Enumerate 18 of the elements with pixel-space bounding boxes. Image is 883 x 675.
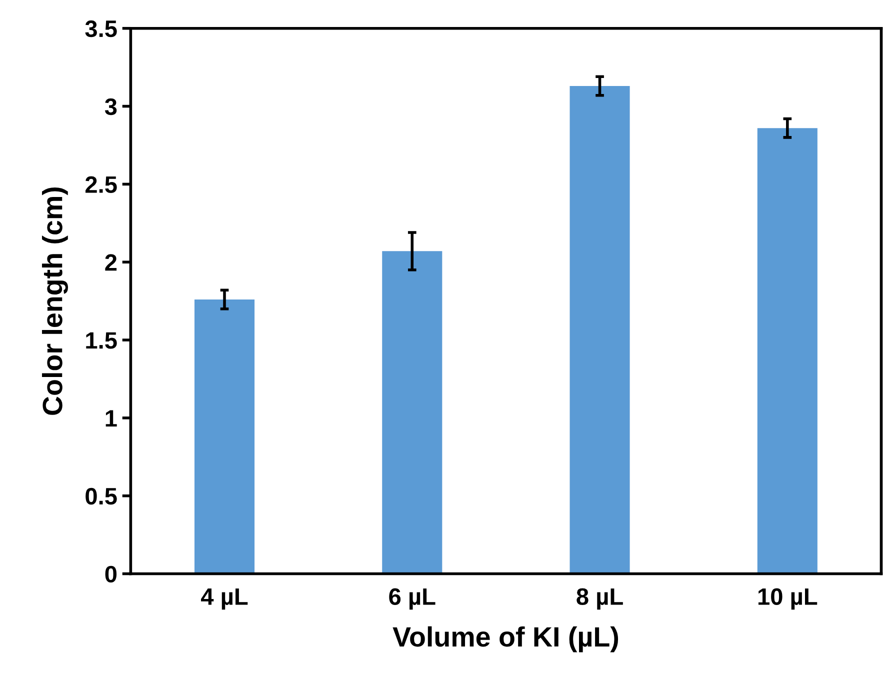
x-tick-label: 8 µL bbox=[576, 588, 623, 610]
bar bbox=[757, 128, 818, 574]
x-tick-label: 10 µL bbox=[758, 588, 818, 610]
y-axis-title: Color length (cm) bbox=[42, 187, 68, 415]
bar bbox=[194, 299, 255, 574]
x-axis-title: Volume of KI (µL) bbox=[392, 626, 618, 652]
x-tick-label: 6 µL bbox=[389, 588, 436, 610]
bar bbox=[382, 251, 442, 574]
y-tick-label: 1.5 bbox=[86, 332, 117, 349]
y-tick-label: 3.5 bbox=[85, 20, 117, 38]
y-tick-label: 3 bbox=[104, 98, 117, 116]
y-tick-label: 2 bbox=[105, 254, 117, 271]
y-tick-label: 0.5 bbox=[86, 488, 117, 505]
x-tick-label: 4 µL bbox=[201, 588, 248, 610]
bar bbox=[570, 86, 630, 574]
y-tick-label: 2.5 bbox=[85, 176, 117, 193]
y-tick-label: 0 bbox=[105, 566, 117, 583]
y-tick-label: 1 bbox=[106, 410, 117, 426]
